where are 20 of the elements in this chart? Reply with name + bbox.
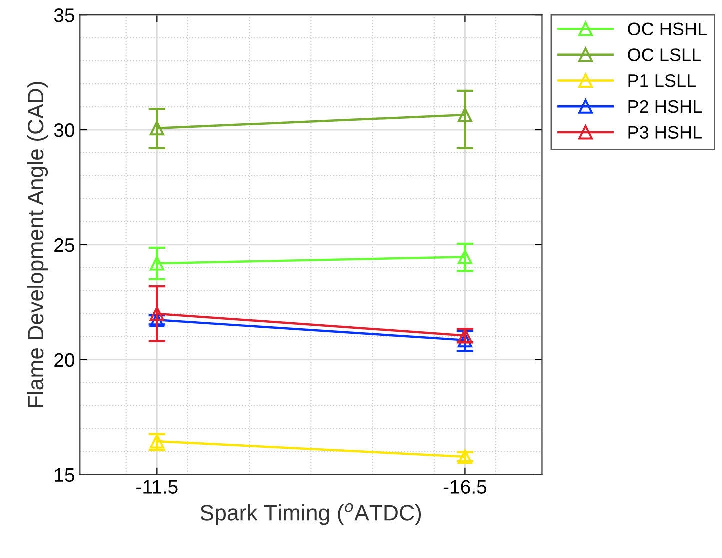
point xyxy=(458,333,472,348)
legend-label: P3 HSHL xyxy=(628,126,702,139)
legend-label: P1 LSLL xyxy=(628,74,696,88)
y-tick-label: 25 xyxy=(54,238,74,252)
legend-label: OC LSLL xyxy=(628,48,701,62)
point xyxy=(150,256,164,271)
legend-label: OC HSHL xyxy=(628,22,707,36)
y-tick-label: 35 xyxy=(54,8,74,22)
legend-label: P2 HSHL xyxy=(628,100,702,114)
point xyxy=(150,306,164,322)
point xyxy=(458,250,472,264)
y-tick-label: 20 xyxy=(54,353,75,368)
x-axis-title: Spark Timing ($^{o}$ATDC) xyxy=(200,503,422,526)
y-axis-title: Flame Development Angle (CAD) xyxy=(27,82,48,408)
y-tick-label: 15 xyxy=(55,468,74,482)
point xyxy=(458,108,472,122)
x-tick-label: -11.5 xyxy=(136,480,178,494)
x-tick-label: -16.5 xyxy=(444,480,487,494)
point xyxy=(150,121,164,136)
y-tick-label: 30 xyxy=(54,123,75,138)
